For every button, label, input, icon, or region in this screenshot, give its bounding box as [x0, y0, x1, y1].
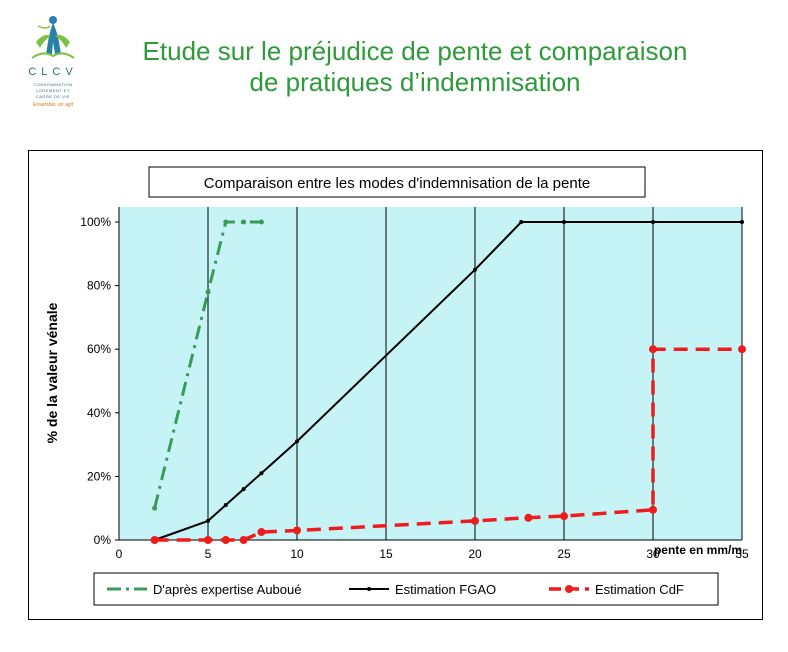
x-tick-label: 30: [646, 547, 660, 561]
legend-marker-fgao: [367, 587, 371, 591]
data-point-fgao: [241, 487, 246, 492]
data-point-cdf: [221, 536, 230, 544]
data-point-fgao: [473, 267, 477, 272]
legend-marker-cdf: [565, 585, 573, 593]
data-point-cdf: [524, 513, 533, 522]
legend: [93, 572, 719, 606]
data-point-auboue: [258, 219, 264, 225]
data-point-cdf: [471, 516, 479, 525]
data-point-fgao: [519, 220, 524, 224]
data-point-auboue: [241, 219, 247, 225]
clcv-logo: CLCV CONSOMMATION LOGEMENT ET CADRE DE V…: [18, 14, 88, 126]
data-point-cdf: [204, 536, 212, 544]
y-tick-label: 100%: [80, 215, 111, 229]
x-tick-label: 20: [468, 547, 482, 561]
y-tick-label: 20%: [87, 469, 111, 483]
legend-label-cdf: Estimation CdF: [595, 582, 684, 597]
data-point-cdf: [257, 528, 266, 537]
grid-lines: [207, 207, 743, 540]
data-point-auboue: [152, 505, 158, 511]
page-title: Etude sur le préjudice de pente et compa…: [100, 36, 730, 98]
logo-line-3: CADRE DE VIE: [35, 94, 71, 99]
data-point-fgao: [259, 471, 264, 476]
x-axis-label: pente en mm/m: [654, 543, 742, 557]
data-point-fgao: [562, 220, 566, 224]
plot-area: [119, 207, 742, 540]
logo-line-2: LOGEMENT ET: [35, 88, 71, 93]
x-tick-label: 0: [116, 547, 123, 561]
legend-label-auboue: D'après expertise Auboué: [153, 582, 301, 597]
chart-frame: Comparaison entre les modes d'indemnisat…: [28, 150, 763, 620]
chart-title-box: [148, 166, 646, 198]
x-tick-label: 15: [379, 547, 393, 561]
data-point-fgao: [295, 439, 299, 444]
series-layer: [150, 219, 746, 544]
data-point-cdf: [649, 505, 657, 514]
page-title-line-2: de pratiques d’indemnisation: [249, 67, 581, 97]
data-point-fgao: [223, 503, 228, 508]
logo-line-1: CONSOMMATION: [33, 82, 73, 87]
logo-figure-icon: [31, 16, 75, 59]
data-point-cdf: [293, 526, 301, 535]
logo-tagline: Ensemble, on agit: [32, 102, 74, 108]
data-point-auboue: [205, 289, 211, 295]
data-point-auboue: [223, 219, 229, 225]
y-tick-label: 0%: [94, 533, 112, 547]
data-point-cdf: [150, 536, 159, 544]
y-tick-label: 40%: [87, 406, 111, 420]
logo-name: CLCV: [28, 66, 78, 78]
y-tick-label: 60%: [87, 342, 111, 356]
chart-title: Comparaison entre les modes d'indemnisat…: [204, 175, 590, 192]
data-point-cdf: [560, 512, 568, 521]
chart: Comparaison entre les modes d'indemnisat…: [44, 166, 749, 606]
x-tick-label: 25: [557, 547, 571, 561]
page-title-line-1: Etude sur le préjudice de pente et compa…: [142, 36, 688, 66]
x-tick-label: 35: [735, 547, 749, 561]
data-point-fgao: [206, 518, 210, 523]
data-point-fgao: [740, 220, 744, 224]
y-tick-label: 80%: [87, 279, 111, 293]
legend-items: D'après expertise Auboué Estimation FGAO E…: [107, 582, 684, 597]
data-point-cdf: [649, 345, 657, 354]
y-axis: 0% 20% 40% 60% 80% 100%: [80, 207, 120, 547]
data-point-fgao: [651, 220, 655, 224]
data-point-cdf: [239, 536, 248, 544]
x-tick-label: 10: [290, 547, 304, 561]
y-axis-label: % de la valeur vénale: [44, 302, 60, 443]
data-point-cdf: [738, 345, 746, 354]
legend-label-fgao: Estimation FGAO: [395, 582, 496, 597]
x-tick-label: 5: [205, 547, 212, 561]
